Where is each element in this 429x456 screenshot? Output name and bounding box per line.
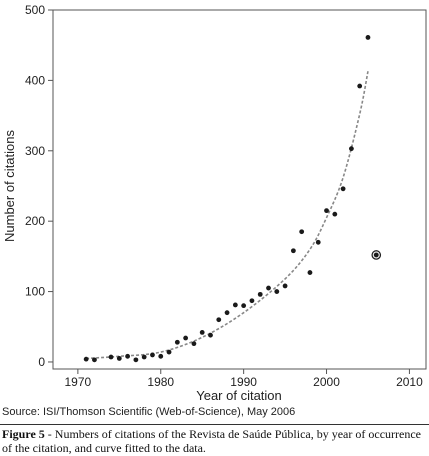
data-point <box>83 356 89 362</box>
x-tick-label: 1970 <box>65 375 92 389</box>
data-point <box>349 146 354 152</box>
data-point <box>166 349 172 355</box>
data-point <box>299 229 305 235</box>
citations-chart: 0 100 200 300 400 500 1970 1980 1990 2000 2010 Ye… <box>2 3 427 403</box>
data-point <box>108 354 114 360</box>
x-tick-label: 1980 <box>147 375 174 389</box>
data-point <box>241 303 247 309</box>
y-tick-label: 0 <box>38 355 45 369</box>
data-point <box>274 289 280 294</box>
data-point <box>125 353 130 359</box>
y-axis-label: Number of citations <box>2 130 17 242</box>
x-tick-label: 2000 <box>313 375 340 389</box>
data-point <box>133 357 139 363</box>
data-point <box>150 352 155 358</box>
data-point <box>116 356 122 361</box>
data-point <box>216 317 222 323</box>
data-point <box>282 283 288 289</box>
y-tick-label: 300 <box>25 144 45 158</box>
data-point <box>307 270 313 275</box>
data-point <box>191 341 197 347</box>
data-point <box>208 332 213 338</box>
data-point <box>266 285 271 291</box>
data-points <box>83 35 382 363</box>
data-point <box>324 208 329 214</box>
data-point <box>332 211 338 217</box>
figure-label: Figure 5 <box>2 427 45 441</box>
data-point <box>365 35 371 40</box>
data-point <box>92 357 97 363</box>
data-point <box>357 83 363 89</box>
data-point <box>199 329 205 335</box>
x-axis-label: Year of citation <box>196 388 282 403</box>
y-tick-label: 400 <box>25 73 45 87</box>
y-axis-ticks: 0 100 200 300 400 500 <box>25 3 53 369</box>
data-point <box>340 186 346 192</box>
y-tick-label: 200 <box>25 214 45 228</box>
caption-divider <box>0 424 429 425</box>
data-point <box>141 354 147 360</box>
plot-area <box>52 9 427 370</box>
data-point <box>290 248 296 254</box>
data-point <box>174 339 180 345</box>
data-point <box>183 335 189 341</box>
x-tick-label: 2010 <box>396 375 423 389</box>
caption-text: - Numbers of citations of the Revista de… <box>2 427 421 455</box>
highlight-point <box>373 252 379 258</box>
data-point <box>249 298 255 304</box>
data-point <box>158 353 164 359</box>
figure-caption: Figure 5 - Numbers of citations of the R… <box>2 427 427 455</box>
y-tick-label: 500 <box>25 3 45 17</box>
y-tick-label: 100 <box>25 285 45 299</box>
data-point <box>257 291 263 297</box>
data-point <box>224 310 230 316</box>
x-axis-ticks: 1970 1980 1990 2000 2010 <box>65 369 423 389</box>
data-point <box>315 239 321 245</box>
source-note: Source: ISI/Thomson Scientific (Web-of-S… <box>2 406 296 418</box>
fitted-curve <box>86 71 369 360</box>
data-point <box>232 302 238 308</box>
x-tick-label: 1990 <box>230 375 257 389</box>
